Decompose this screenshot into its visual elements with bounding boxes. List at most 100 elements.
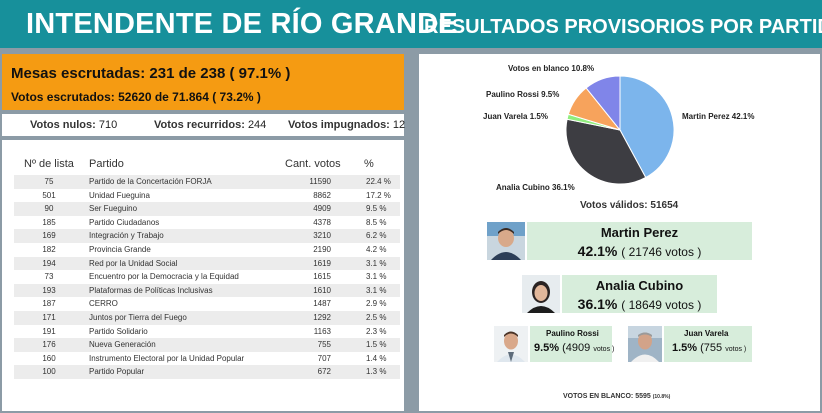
cell-cant: 1619 <box>313 258 331 268</box>
cell-partido: Partido Ciudadanos <box>89 217 160 227</box>
cell-pct: 3.1 % <box>366 285 387 295</box>
cell-lista: 176 <box>42 340 56 350</box>
mesas-summary: Mesas escrutadas: 231 de 238 ( 97.1% ) V… <box>2 54 404 110</box>
candidate-result-varela: 1.5% (755 votos ) <box>672 342 747 354</box>
candidate-card-cubino <box>562 275 717 313</box>
table-row: 160 Instrumento Electoral por la Unidad P… <box>14 352 400 366</box>
cell-pct: 8.5 % <box>366 217 387 227</box>
cell-pct: 6.2 % <box>366 231 387 241</box>
pie-slice-0 <box>619 75 675 179</box>
table-row: 187 CERRO 1487 2.9 % <box>14 297 400 311</box>
cell-pct: 22.4 % <box>366 177 391 186</box>
cell-cant: 1615 <box>313 272 331 282</box>
cell-partido: Juntos por Tierra del Fuego <box>89 312 187 322</box>
cell-cant: 8862 <box>313 190 331 200</box>
cell-cant: 3210 <box>313 231 331 241</box>
cell-partido: Ser Fueguino <box>89 204 138 214</box>
candidate-card-varela <box>664 326 752 362</box>
cell-lista: 194 <box>42 258 56 268</box>
table-row: 193 Plataformas de Políticas Inclusivas 16… <box>14 283 400 298</box>
candidate-result-cubino: 36.1% ( 18649 votos ) <box>577 296 702 312</box>
votos-validos: Votos válidos: 51654 <box>580 200 679 211</box>
cell-partido: Plataformas de Políticas Inclusivas <box>89 285 213 295</box>
cell-partido: Partido de la Concertación FORJA <box>89 177 212 186</box>
cell-cant: 755 <box>317 340 331 350</box>
cell-pct: 4.2 % <box>366 244 387 254</box>
cell-lista: 100 <box>42 367 56 377</box>
cell-lista: 501 <box>42 190 56 200</box>
candidate-name-perez: Martin Perez <box>600 225 679 240</box>
pie-label-rossi: Paulino Rossi 9.5% <box>486 90 560 99</box>
votos-escrutados: Votos escrutados: 52620 de 71.864 ( 73.2… <box>11 90 261 104</box>
cell-lista: 191 <box>42 326 56 336</box>
avatar-cubino <box>522 275 560 313</box>
pie-chart <box>565 75 675 185</box>
cell-lista: 193 <box>42 285 56 295</box>
cell-lista: 171 <box>42 312 56 322</box>
cell-lista: 185 <box>42 217 56 227</box>
cell-cant: 1292 <box>313 312 331 322</box>
cell-pct: 2.9 % <box>366 299 387 309</box>
cell-partido: Encuentro por la Democracia y la Equidad <box>89 272 239 282</box>
cell-lista: 160 <box>42 353 56 363</box>
pie-label-varela: Juan Varela 1.5% <box>483 112 548 121</box>
votos-nulos: Votos nulos: 710 <box>30 119 118 131</box>
votos-impugnados: Votos impugnados: 12 <box>288 119 406 131</box>
table-row: 169 Integración y Trabajo 3210 6.2 % <box>14 229 400 243</box>
candidate-name-varela: Juan Varela <box>684 329 729 338</box>
pie-slice-4 <box>585 75 621 132</box>
table-row: 191 Partido Solidario 1163 2.3 % <box>14 325 400 339</box>
cell-lista: 182 <box>42 244 56 254</box>
cell-pct: 9.5 % <box>366 204 387 214</box>
table-row: 182 Provincia Grande 2190 4.2 % <box>14 243 400 257</box>
special-votes-bar: Votos nulos: 710 Votos recurridos: 244 V… <box>2 114 406 136</box>
cell-partido: Provincia Grande <box>89 244 151 254</box>
candidate-name-cubino: Analia Cubino <box>595 278 684 293</box>
cell-cant: 4909 <box>313 204 331 214</box>
col-header-pct: % <box>364 158 374 170</box>
cell-partido: Red por la Unidad Social <box>89 258 178 268</box>
table-row: 75 Partido de la Concertación FORJA 11590 2… <box>14 175 400 189</box>
cell-cant: 707 <box>317 353 331 363</box>
page-title: INTENDENTE DE RÍO GRANDE <box>26 8 458 40</box>
header: INTENDENTE DE RÍO GRANDE RESULTADOS PROV… <box>0 0 822 48</box>
cell-cant: 1610 <box>313 285 331 295</box>
cell-pct: 2.5 % <box>366 312 387 322</box>
cell-pct: 1.3 % <box>366 367 387 377</box>
page-subtitle: RESULTADOS PROVISORIOS POR PARTIDO <box>424 16 822 38</box>
cell-lista: 73 <box>44 272 54 282</box>
candidate-result-rossi: 9.5% (4909 votos ) <box>534 342 615 354</box>
pie-label-cubino: Analia Cubino 36.1% <box>496 183 575 192</box>
cell-partido: Unidad Fueguina <box>89 190 150 200</box>
table-row: 501 Unidad Fueguina 8862 17.2 % <box>14 189 400 203</box>
cell-lista: 187 <box>42 299 56 309</box>
cell-partido: Instrumento Electoral por la Unidad Popu… <box>89 353 245 363</box>
pie-slice-1 <box>565 118 647 185</box>
table-row: 90 Ser Fueguino 4909 9.5 % <box>14 202 400 216</box>
avatar-varela <box>628 326 662 362</box>
cell-pct: 17.2 % <box>366 190 391 200</box>
cell-lista: 75 <box>44 177 54 186</box>
cell-pct: 2.3 % <box>366 326 387 336</box>
cell-cant: 1487 <box>313 299 331 309</box>
col-header-cant: Cant. votos <box>285 158 341 170</box>
cell-partido: Nueva Generación <box>89 340 156 350</box>
table-row: 176 Nueva Generación 755 1.5 % <box>14 338 400 352</box>
cell-partido: CERRO <box>89 299 118 309</box>
pie-label-blanco: Votos en blanco 10.8% <box>508 64 595 73</box>
votos-recurridos: Votos recurridos: 244 <box>154 119 267 131</box>
votos-en-blanco: VOTOS EN BLANCO: 5595 (10.8%) <box>563 393 671 400</box>
table-row: 194 Red por la Unidad Social 1619 3.1 % <box>14 256 400 271</box>
results-table: Nº de lista Partido Cant. votos % 75 Part… <box>2 140 404 411</box>
avatar-perez <box>487 222 525 260</box>
cell-lista: 90 <box>44 204 54 214</box>
cell-partido: Partido Solidario <box>89 326 148 336</box>
col-header-lista: Nº de lista <box>24 158 74 170</box>
candidate-result-perez: 42.1% ( 21746 votos ) <box>577 243 702 259</box>
candidate-name-rossi: Paulino Rossi <box>546 329 599 338</box>
cell-pct: 3.1 % <box>366 272 387 282</box>
cell-cant: 672 <box>317 367 331 377</box>
cell-cant: 1163 <box>313 326 331 336</box>
cell-partido: Integración y Trabajo <box>89 231 164 241</box>
cell-partido: Partido Popular <box>89 367 145 377</box>
